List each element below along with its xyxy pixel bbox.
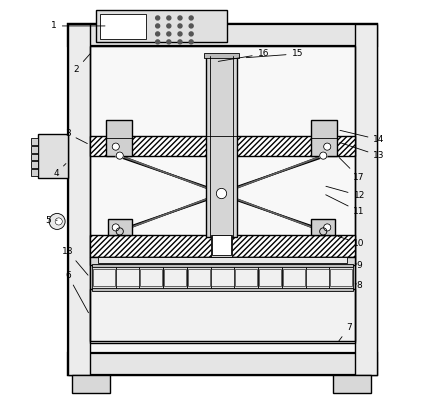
- Circle shape: [155, 32, 159, 36]
- Text: 17: 17: [339, 158, 365, 182]
- Circle shape: [320, 228, 327, 235]
- Bar: [210, 266, 234, 289]
- Bar: [235, 269, 257, 286]
- Bar: [92, 288, 353, 291]
- Circle shape: [49, 213, 65, 229]
- Circle shape: [178, 32, 182, 36]
- Bar: [206, 56, 237, 237]
- Bar: [234, 266, 258, 289]
- Text: 10: 10: [338, 236, 365, 248]
- Circle shape: [112, 224, 119, 231]
- Text: 7: 7: [339, 323, 352, 341]
- Bar: [259, 269, 281, 286]
- Circle shape: [155, 24, 159, 28]
- Text: 2: 2: [73, 54, 90, 74]
- Bar: [311, 219, 335, 235]
- Bar: [68, 24, 90, 375]
- Bar: [31, 146, 38, 153]
- Bar: [31, 169, 38, 176]
- Circle shape: [155, 16, 159, 20]
- Circle shape: [167, 40, 171, 44]
- Bar: [333, 375, 371, 393]
- Text: 9: 9: [355, 261, 362, 270]
- Text: 18: 18: [62, 247, 88, 275]
- Bar: [72, 375, 110, 393]
- Text: 11: 11: [326, 195, 365, 216]
- Bar: [98, 257, 347, 263]
- Bar: [330, 266, 353, 289]
- Bar: [307, 269, 329, 286]
- Circle shape: [116, 152, 123, 159]
- Text: 16: 16: [218, 49, 269, 61]
- Circle shape: [155, 40, 159, 44]
- Bar: [211, 269, 233, 286]
- Circle shape: [189, 16, 193, 20]
- Circle shape: [320, 152, 327, 159]
- Bar: [117, 269, 139, 286]
- Circle shape: [189, 24, 193, 28]
- Circle shape: [178, 16, 182, 20]
- Text: 14: 14: [340, 130, 385, 144]
- Bar: [90, 136, 355, 156]
- Text: 5: 5: [45, 216, 57, 225]
- Bar: [92, 264, 353, 267]
- Circle shape: [178, 40, 182, 44]
- Bar: [96, 10, 228, 42]
- Circle shape: [116, 228, 123, 235]
- Bar: [258, 266, 282, 289]
- Text: 1: 1: [51, 22, 105, 30]
- Text: 6: 6: [65, 271, 89, 313]
- Bar: [355, 24, 377, 375]
- Circle shape: [112, 143, 119, 150]
- Bar: [140, 269, 162, 286]
- Bar: [306, 266, 330, 289]
- Bar: [203, 53, 240, 58]
- Circle shape: [167, 24, 171, 28]
- Text: 12: 12: [326, 186, 365, 200]
- Bar: [140, 266, 163, 289]
- Circle shape: [324, 143, 331, 150]
- Bar: [282, 266, 306, 289]
- Bar: [31, 161, 38, 168]
- Bar: [31, 138, 38, 145]
- Bar: [90, 257, 355, 265]
- Text: 3: 3: [65, 129, 87, 144]
- Bar: [90, 46, 355, 341]
- Circle shape: [189, 32, 193, 36]
- Bar: [283, 269, 305, 286]
- Circle shape: [189, 40, 193, 44]
- Bar: [106, 120, 132, 156]
- Bar: [38, 134, 68, 178]
- Bar: [212, 235, 231, 255]
- Bar: [163, 266, 187, 289]
- Bar: [330, 269, 352, 286]
- Bar: [187, 266, 210, 289]
- Circle shape: [55, 218, 62, 225]
- Bar: [31, 154, 38, 160]
- Bar: [92, 266, 116, 289]
- Circle shape: [324, 224, 331, 231]
- Circle shape: [216, 188, 227, 199]
- Bar: [311, 120, 337, 156]
- Bar: [90, 289, 355, 343]
- Text: 8: 8: [355, 281, 362, 290]
- Bar: [108, 219, 132, 235]
- Bar: [90, 235, 355, 257]
- Bar: [188, 269, 210, 286]
- Circle shape: [167, 32, 171, 36]
- Bar: [68, 24, 377, 46]
- Bar: [68, 353, 377, 375]
- Bar: [93, 269, 115, 286]
- Text: 4: 4: [53, 164, 66, 178]
- Circle shape: [178, 24, 182, 28]
- Bar: [100, 14, 146, 39]
- Text: 15: 15: [246, 49, 303, 58]
- Bar: [211, 235, 232, 257]
- Bar: [164, 269, 186, 286]
- Bar: [68, 24, 377, 375]
- Bar: [116, 266, 140, 289]
- Text: 13: 13: [340, 142, 385, 160]
- Circle shape: [167, 16, 171, 20]
